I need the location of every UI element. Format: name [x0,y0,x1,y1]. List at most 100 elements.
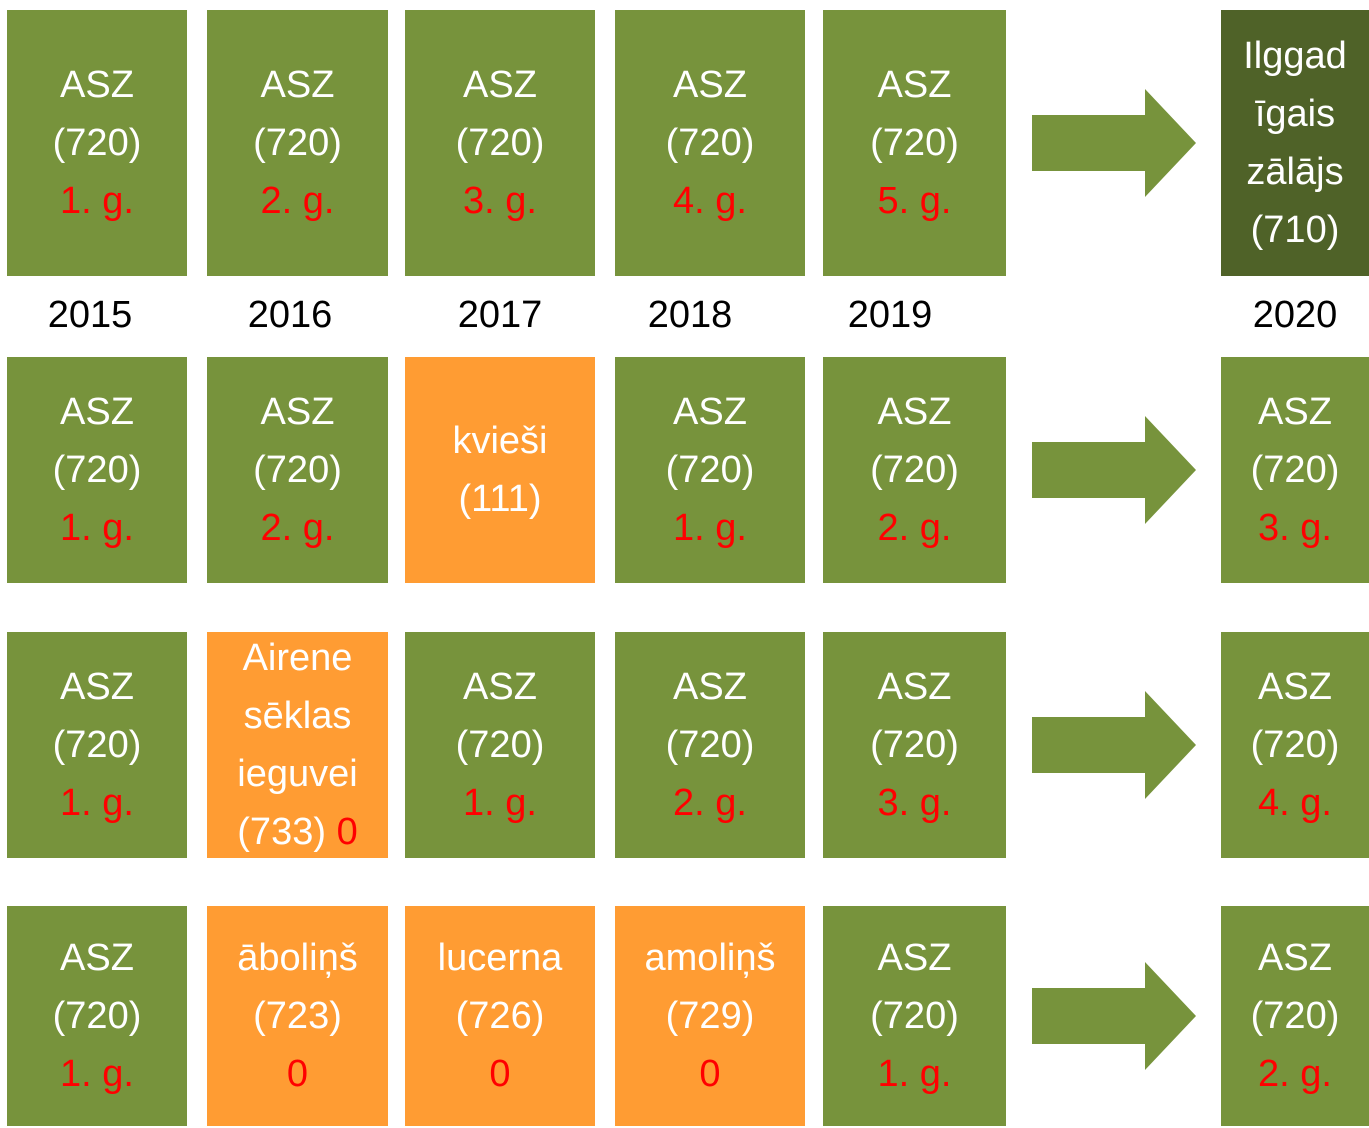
crop-text: (720) [52,995,142,1037]
crop-text: (729) [665,995,755,1037]
crop-text: ASZ [1258,937,1332,979]
crop-box: lucerna (726) 0 [405,906,595,1126]
crop-box: Airene sēklas ieguvei (733) 0 [207,632,388,858]
crop-text: ASZ [60,391,134,433]
crop-text: (733) 0 [237,811,358,853]
year-count: 0 [699,1053,721,1095]
year-count: 1. g. [463,782,537,824]
crop-text: ASZ [673,391,747,433]
crop-text: (720) [52,122,142,164]
crop-box: ASZ (720) 1. g. [7,906,187,1126]
crop-box: ASZ (720) 1. g. [615,357,805,583]
crop-box: ASZ (720) 1. g. [7,357,187,583]
crop-text: (720) [455,724,545,766]
crop-box: ASZ (720) 2. g. [615,632,805,858]
crop-text: āboliņš [237,937,358,979]
crop-box: amoliņš (729) 0 [615,906,805,1126]
arrow [1032,962,1196,1070]
crop-box: ASZ (720) 2. g. [207,357,388,583]
crop-text: Ilggad [1243,35,1347,77]
crop-text: ieguvei [237,753,358,795]
year-count: 0 [336,811,358,853]
crop-box: ASZ (720) 3. g. [405,10,595,276]
crop-text: īgais [1254,93,1336,135]
crop-text: ASZ [60,666,134,708]
year-count: 2. g. [1258,1053,1332,1095]
crop-text: (720) [253,122,342,164]
arrow [1032,416,1196,524]
crop-text: (720) [870,724,959,766]
year-label: 2017 [457,294,543,336]
crop-box: kvieši (111) [405,357,595,583]
crop-text: ASZ [673,666,747,708]
crop-text: sēklas [243,695,352,737]
crop-text: (720) [1250,724,1340,766]
crop-box: Ilggad īgais zālājs (710) [1221,10,1369,276]
crop-box: ASZ (720) 1. g. [7,10,187,276]
crop-text: Airene [242,637,353,679]
year-count: 0 [286,1053,309,1095]
crop-box: āboliņš (723) 0 [207,906,388,1126]
crop-box: ASZ (720) 3. g. [823,632,1006,858]
crop-box: ASZ (720) 1. g. [405,632,595,858]
crop-text: ASZ [877,666,952,708]
year-count: 1. g. [877,1053,952,1095]
crop-text: (720) [870,995,959,1037]
year-count: 5. g. [877,180,952,222]
crop-text: ASZ [877,937,952,979]
crop-text: (726) [455,995,545,1037]
year-count: 1. g. [60,180,134,222]
crop-text: amoliņš [644,937,776,979]
year-count: 4. g. [673,180,747,222]
crop-text: zālājs [1246,151,1344,193]
crop-text: (720) [665,449,755,491]
crop-box: ASZ (720) 1. g. [7,632,187,858]
crop-text: (720) [870,449,959,491]
year-count: 0 [489,1053,511,1095]
year-count: 1. g. [60,782,134,824]
year-count: 1. g. [60,507,134,549]
crop-text: (720) [52,449,142,491]
crop-text: (720) [870,122,959,164]
crop-box: ASZ (720) 3. g. [1221,357,1369,583]
crop-box: ASZ (720) 1. g. [823,906,1006,1126]
crop-text: (723) [253,995,342,1037]
crop-text: (720) [1250,449,1340,491]
year-count: 2. g. [260,180,335,222]
crop-text: kvieši [452,420,548,462]
year-count: 3. g. [877,782,952,824]
year-count: 1. g. [673,507,747,549]
crop-text: ASZ [60,937,134,979]
crop-text: (720) [253,449,342,491]
crop-box: ASZ (720) 2. g. [823,357,1006,583]
year-count: 1. g. [60,1053,134,1095]
crop-text: (111) [458,478,542,520]
crop-text: (720) [52,724,142,766]
crop-box: ASZ (720) 4. g. [1221,632,1369,858]
arrow [1032,691,1196,799]
crop-box: ASZ (720) 2. g. [1221,906,1369,1126]
year-label: 2016 [247,294,333,336]
crop-box: ASZ (720) 4. g. [615,10,805,276]
year-count: 2. g. [260,507,335,549]
crop-text: ASZ [463,64,537,106]
crop-text: ASZ [877,64,952,106]
crop-text: lucerna [437,937,563,979]
year-label: 2019 [847,294,933,336]
year-count: 3. g. [463,180,537,222]
arrow [1032,89,1196,197]
year-count: 4. g. [1258,782,1332,824]
crop-text: ASZ [877,391,952,433]
crop-text: (720) [455,122,545,164]
crop-text: ASZ [463,666,537,708]
crop-text: ASZ [60,64,134,106]
year-count: 3. g. [1258,507,1332,549]
crop-text: (710) [1250,209,1340,251]
crop-text: ASZ [260,391,335,433]
crop-text: (720) [665,724,755,766]
crop-text: ASZ [1258,666,1332,708]
crop-box: ASZ (720) 5. g. [823,10,1006,276]
year-label: 2015 [47,294,133,336]
